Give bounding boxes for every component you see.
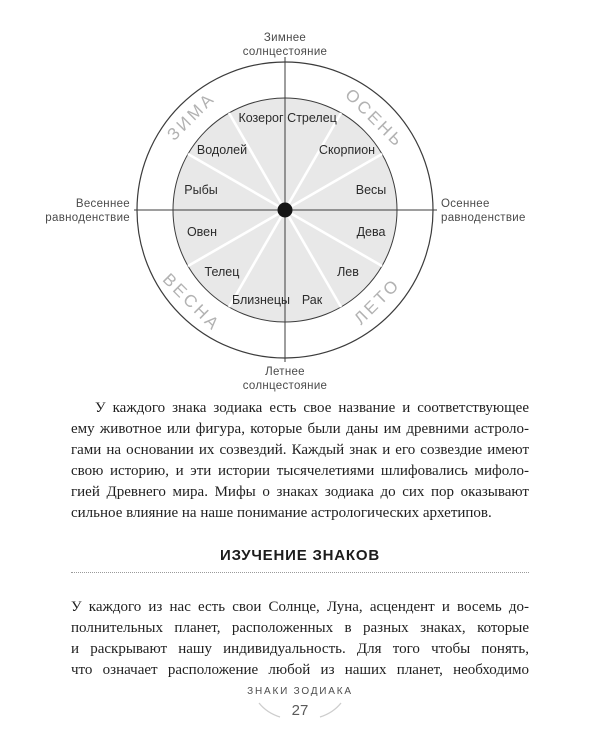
section-heading: ИЗУЧЕНИЕ ЗНАКОВ — [220, 547, 380, 564]
winter-solstice-label-line2: солнцестояние — [243, 46, 328, 58]
paragraph-2-line: и раскрывают нашу индивидуальность. Для … — [71, 641, 529, 657]
paragraph-1-line: гией Древнего мира. Мифы о знаках зодиак… — [71, 484, 529, 500]
zodiac-sign-label: Стрелец — [287, 111, 337, 125]
page-number-right-flourish-icon — [320, 702, 342, 718]
autumn-equinox-label-line2: равноденствие — [441, 212, 526, 224]
paragraph-1-line: свою историю, и эти истории тысячелетиям… — [71, 463, 529, 479]
zodiac-sign-labels: Козерог Стрелец Водолей Скорпион Рыбы Ве… — [184, 111, 386, 307]
segment-spokes — [187, 112, 383, 308]
summer-solstice-label-line2: солнцестояние — [243, 380, 328, 392]
zodiac-sign-label: Дева — [357, 225, 386, 239]
paragraph-1-line: У каждого знака зодиака есть свое назван… — [95, 400, 529, 416]
zodiac-sign-label: Весы — [356, 183, 387, 197]
paragraph-2-line: что означает расположение любой из наших… — [71, 662, 529, 678]
page-number-row: 27 — [0, 700, 600, 720]
paragraph-1-line: ему животное или фигура, которые были да… — [71, 421, 529, 437]
paragraph-2-line: У каждого из нас есть свои Солнце, Луна,… — [71, 599, 529, 615]
heading-rule — [71, 572, 529, 573]
zodiac-wheel-diagram: Козерог Стрелец Водолей Скорпион Рыбы Ве… — [45, 32, 525, 392]
paragraph-2-line: полнительных планет, расположенных в раз… — [71, 620, 529, 636]
center-dot — [277, 202, 293, 218]
paragraph-1-line: гами на основании их созвездий. Каждый з… — [71, 442, 529, 458]
zodiac-sign-label: Козерог — [238, 111, 284, 125]
spring-equinox-label-line1: Весеннее — [76, 198, 130, 210]
winter-solstice-label-line1: Зимнее — [264, 32, 306, 44]
zodiac-sign-label: Овен — [187, 225, 217, 239]
zodiac-sign-label: Водолей — [197, 143, 247, 157]
paragraph-2: У каждого из нас есть свои Солнце, Луна,… — [71, 597, 529, 681]
running-title: ЗНАКИ ЗОДИАКА — [247, 686, 353, 697]
zodiac-sign-label: Скорпион — [319, 143, 375, 157]
summer-solstice-label-line1: Летнее — [265, 366, 305, 378]
page-number-left-flourish-icon — [258, 702, 280, 718]
paragraph-1-line: сильное влияние на наше понимание астрол… — [71, 505, 492, 521]
zodiac-sign-label: Близнецы — [232, 293, 290, 307]
zodiac-sign-label: Рыбы — [184, 183, 217, 197]
autumn-equinox-label-line1: Осеннее — [441, 198, 490, 210]
zodiac-sign-label: Лев — [337, 265, 359, 279]
paragraph-1: У каждого знака зодиака есть свое назван… — [71, 398, 529, 524]
axis-labels: Зимнее солнцестояние Летнее солнцестояни… — [45, 32, 525, 392]
page-number: 27 — [291, 701, 309, 719]
zodiac-sign-label: Рак — [302, 293, 323, 307]
zodiac-sign-label: Телец — [205, 265, 240, 279]
spring-equinox-label-line2: равноденствие — [45, 212, 130, 224]
